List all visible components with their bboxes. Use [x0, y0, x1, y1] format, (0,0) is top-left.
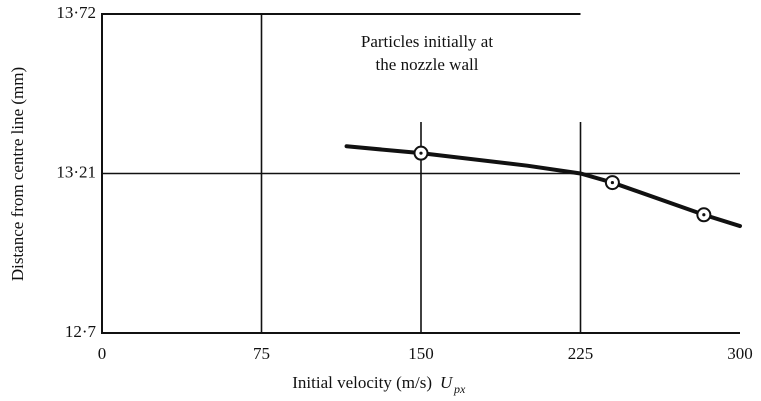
x-tick-label: 150	[408, 344, 434, 363]
annotation: Particles initially at	[361, 32, 493, 51]
data-point-dot	[702, 213, 706, 217]
data-point-dot	[419, 151, 423, 155]
y-tick-label: 13·72	[56, 3, 96, 22]
x-tick-label: 225	[568, 344, 594, 363]
y-tick-label: 13·21	[56, 162, 96, 181]
y-axis-label: Distance from centre line (mm)	[8, 67, 27, 281]
y-tick-label: 12·7	[65, 322, 97, 341]
data-point-dot	[610, 180, 615, 185]
x-tick-label: 75	[253, 344, 270, 363]
annotation: the nozzle wall	[376, 55, 479, 74]
x-axis-label: Initial velocity (m/s)	[292, 373, 432, 392]
x-tick-label: 0	[98, 344, 107, 363]
x-tick-label: 300	[727, 344, 753, 363]
x-axis-subscript: px	[453, 382, 466, 396]
curve	[344, 144, 742, 229]
x-axis-symbol: U	[440, 373, 454, 392]
